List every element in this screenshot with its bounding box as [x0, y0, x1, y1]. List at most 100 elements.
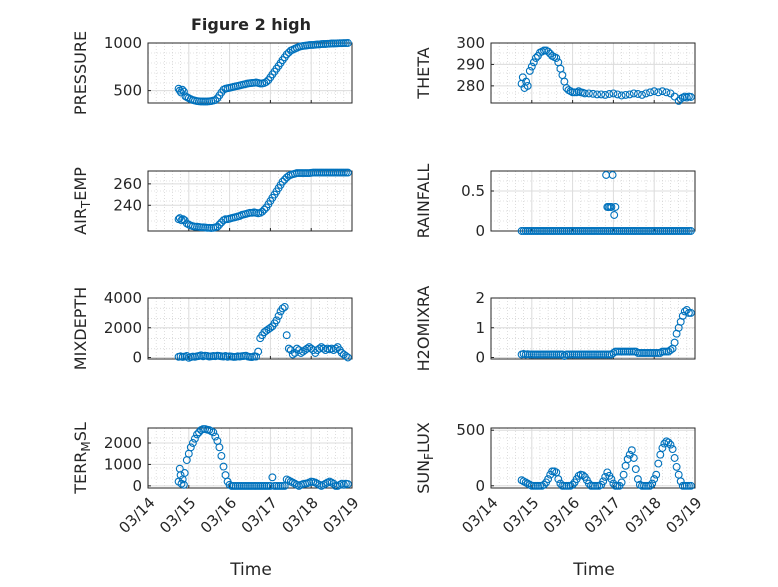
data-point: [621, 90, 630, 99]
data-point: [642, 227, 650, 235]
y-tick-label: 2000: [104, 434, 142, 452]
data-point: [633, 90, 642, 98]
data-point: [660, 439, 669, 448]
data-point: [211, 432, 220, 441]
y-axis-label: SUNFLUX: [414, 422, 436, 494]
data-point: [578, 471, 587, 480]
data-point: [533, 350, 542, 359]
data-point: [635, 349, 644, 357]
data-point: [540, 350, 548, 359]
data-point: [533, 481, 542, 490]
data-point: [190, 434, 199, 443]
data-point: [593, 90, 602, 99]
data-point: [621, 347, 630, 356]
subplot-mixdepth: 0 2000 4000 MIXDEPTH: [71, 287, 353, 370]
data-point: [623, 455, 632, 464]
data-point: [631, 465, 640, 474]
y-tick-label: 500: [456, 421, 485, 439]
data-point: [570, 350, 579, 359]
data-point: [574, 227, 583, 235]
x-tick-label: 03/14: [115, 494, 158, 537]
y-axis-label: TERRMSL: [71, 422, 93, 495]
data-point: [343, 168, 352, 177]
data-point: [252, 481, 261, 490]
data-point: [550, 350, 559, 359]
y-axis-label: THETA: [414, 47, 433, 99]
data-point: [221, 215, 230, 224]
y-tick-label: 0: [475, 222, 485, 240]
data-point: [262, 78, 271, 86]
data-point: [599, 477, 608, 486]
data-point: [280, 302, 289, 311]
y-axis-label: MIXDEPTH: [71, 287, 90, 370]
data-point: [672, 227, 681, 235]
data-point: [601, 90, 610, 99]
data-point: [550, 227, 559, 235]
data-point: [260, 205, 269, 214]
data-point: [292, 344, 301, 353]
data-point: [560, 227, 569, 235]
data-point: [339, 39, 348, 48]
data-point: [554, 475, 563, 484]
data-point: [540, 46, 548, 55]
data-point: [672, 462, 681, 471]
axes-border: [490, 427, 696, 489]
axes-border: [147, 170, 353, 232]
data-point: [615, 347, 624, 356]
data-point: [682, 481, 691, 490]
subplot-rainfall: 0 0.5 RAINFALL: [414, 164, 696, 240]
data-point: [292, 169, 301, 178]
data-point: [662, 227, 671, 235]
data-point: [323, 168, 332, 177]
x-tick-label: 03/18: [622, 494, 665, 537]
data-point: [313, 40, 322, 49]
data-point: [652, 227, 661, 235]
data-point: [254, 347, 263, 356]
data-point: [591, 227, 599, 235]
y-tick-label: 1000: [104, 34, 142, 52]
data-point: [611, 227, 620, 235]
data-point: [642, 349, 650, 357]
data-point: [648, 479, 657, 488]
axes-border: [147, 42, 353, 104]
data-point: [564, 350, 573, 359]
y-tick-label: 2000: [104, 319, 142, 337]
data-point: [554, 227, 563, 235]
data-point: [284, 48, 293, 57]
data-point: [252, 352, 261, 361]
y-tick-label: 300: [456, 34, 485, 52]
data-point: [666, 346, 675, 355]
y-tick-label: 0: [475, 349, 485, 367]
data-point: [615, 227, 624, 235]
data-point: [188, 439, 197, 447]
data-point: [670, 338, 679, 347]
data-point: [658, 444, 667, 452]
data-point: [591, 350, 599, 359]
data-point: [343, 39, 352, 47]
data-point: [646, 88, 655, 97]
data-point: [654, 459, 663, 468]
data-point: [329, 168, 338, 177]
data-point: [544, 350, 553, 359]
data-point: [521, 478, 530, 487]
data-point: [560, 481, 569, 490]
data-point: [589, 89, 597, 98]
data-point: [284, 344, 293, 353]
data-point: [272, 481, 281, 490]
data-point: [262, 481, 271, 490]
data-point: [686, 93, 695, 101]
data-point: [333, 168, 342, 177]
y-tick-label: 2: [475, 289, 485, 307]
data-point: [540, 227, 548, 235]
data-point: [299, 169, 307, 178]
data-point: [215, 443, 224, 452]
y-tick-label: 1: [475, 319, 485, 337]
data-point: [625, 347, 634, 356]
data-point: [568, 480, 577, 489]
data-point: [197, 97, 205, 106]
data-point: [525, 66, 534, 75]
x-tick-label: 03/15: [156, 494, 199, 537]
